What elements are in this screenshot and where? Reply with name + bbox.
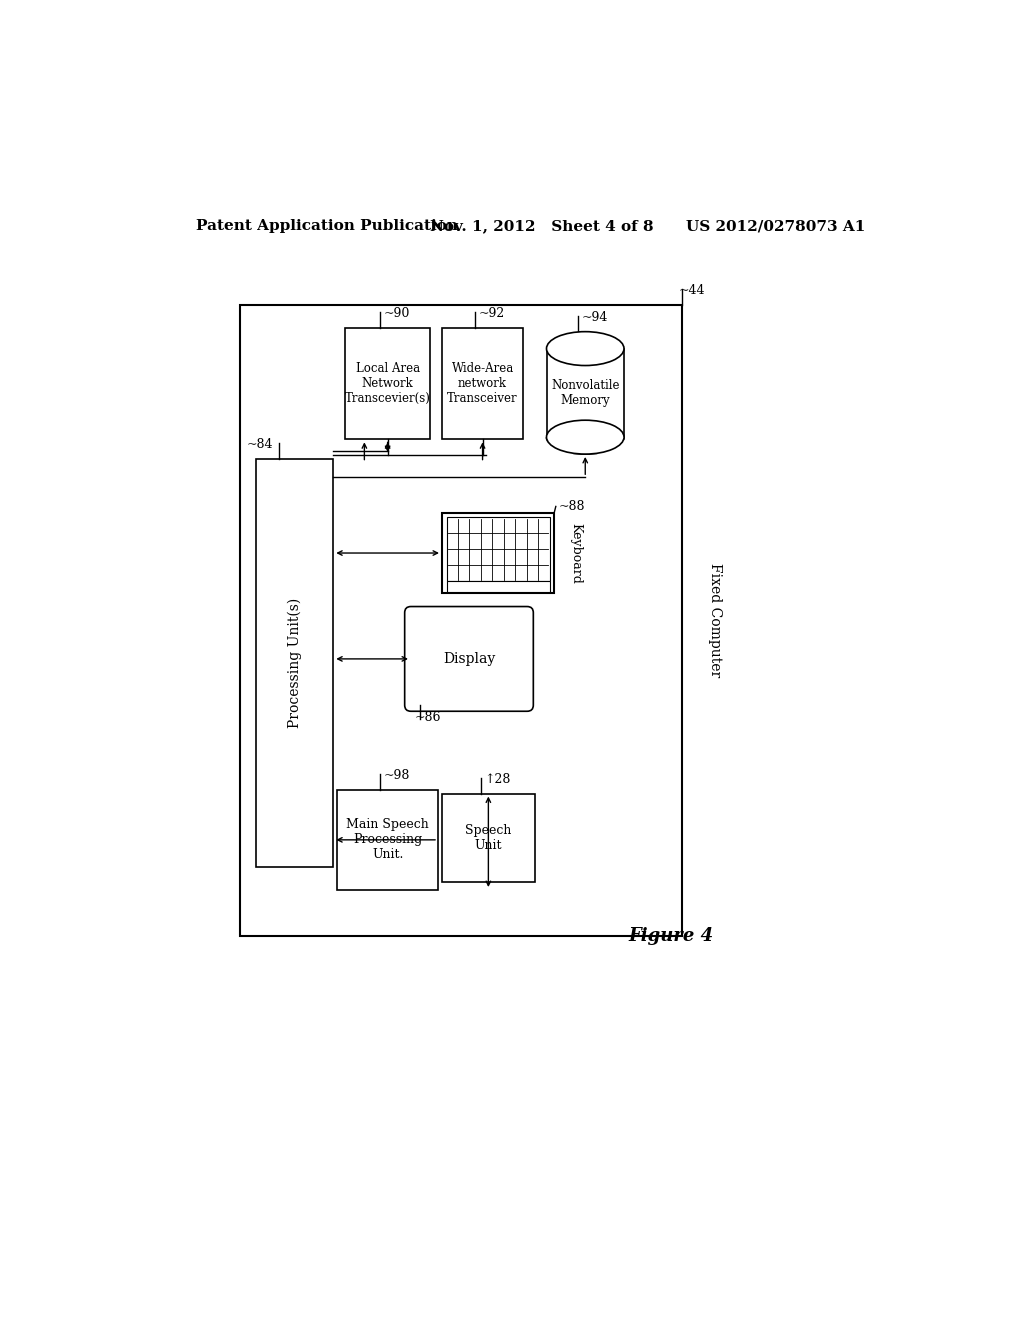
Text: Local Area
Network
Transcevier(s): Local Area Network Transcevier(s) — [345, 362, 430, 405]
Bar — [442, 793, 535, 882]
Text: Nonvolatile
Memory: Nonvolatile Memory — [551, 379, 620, 407]
Text: ~92: ~92 — [478, 308, 505, 321]
Text: US 2012/0278073 A1: US 2012/0278073 A1 — [686, 219, 865, 234]
Text: ~90: ~90 — [384, 308, 411, 321]
Text: ~86: ~86 — [415, 711, 441, 723]
Text: Speech
Unit: Speech Unit — [465, 824, 512, 851]
Bar — [345, 327, 430, 440]
Ellipse shape — [547, 420, 624, 454]
Bar — [442, 327, 523, 440]
Bar — [547, 348, 624, 437]
Text: ~98: ~98 — [384, 770, 411, 783]
Text: Processing Unit(s): Processing Unit(s) — [288, 598, 302, 727]
FancyBboxPatch shape — [404, 607, 534, 711]
Bar — [241, 305, 682, 936]
Text: ~94: ~94 — [582, 312, 608, 325]
Bar — [442, 512, 554, 594]
Text: Patent Application Publication: Patent Application Publication — [197, 219, 458, 234]
Bar — [547, 437, 624, 454]
Text: Display: Display — [442, 652, 496, 665]
Text: Main Speech
Processing
Unit.: Main Speech Processing Unit. — [346, 818, 429, 862]
Bar — [446, 517, 550, 581]
Text: ~84: ~84 — [247, 438, 273, 451]
Text: ~44: ~44 — [678, 284, 705, 297]
Bar — [256, 459, 334, 867]
Bar — [337, 789, 438, 890]
Text: Wide-Area
network
Transceiver: Wide-Area network Transceiver — [447, 362, 518, 405]
Text: Nov. 1, 2012   Sheet 4 of 8: Nov. 1, 2012 Sheet 4 of 8 — [430, 219, 654, 234]
Bar — [446, 581, 550, 591]
Text: Fixed Computer: Fixed Computer — [708, 564, 722, 677]
Text: ~88: ~88 — [558, 500, 585, 513]
Ellipse shape — [547, 331, 624, 366]
Text: Keyboard: Keyboard — [569, 523, 583, 583]
Text: Figure 4: Figure 4 — [628, 927, 713, 945]
Text: ↑28: ↑28 — [484, 774, 511, 787]
